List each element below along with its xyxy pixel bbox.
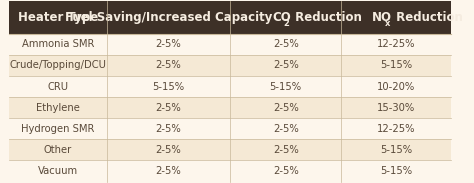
- Text: Reduction: Reduction: [291, 11, 362, 24]
- Bar: [9, 160, 451, 182]
- Text: 2-5%: 2-5%: [155, 39, 182, 49]
- Text: 2-5%: 2-5%: [155, 103, 182, 113]
- Text: 5-15%: 5-15%: [270, 82, 301, 92]
- Text: 10-20%: 10-20%: [377, 82, 415, 92]
- Text: 2-5%: 2-5%: [155, 124, 182, 134]
- Text: 2-5%: 2-5%: [273, 124, 299, 134]
- Text: 2-5%: 2-5%: [155, 145, 182, 155]
- Text: 2-5%: 2-5%: [273, 166, 299, 176]
- Text: Vacuum: Vacuum: [38, 166, 78, 176]
- Text: CRU: CRU: [47, 82, 69, 92]
- Bar: [9, 55, 451, 76]
- Bar: [9, 97, 451, 118]
- Text: 2: 2: [283, 18, 289, 27]
- Bar: [9, 34, 451, 55]
- Text: 2-5%: 2-5%: [273, 145, 299, 155]
- Text: NO: NO: [372, 11, 392, 24]
- Text: 5-15%: 5-15%: [380, 166, 412, 176]
- Text: 15-30%: 15-30%: [377, 103, 415, 113]
- Text: 2-5%: 2-5%: [273, 39, 299, 49]
- Text: Hydrogen SMR: Hydrogen SMR: [21, 124, 95, 134]
- Text: Reduction: Reduction: [392, 11, 463, 24]
- Bar: [9, 139, 451, 160]
- Text: Other: Other: [44, 145, 72, 155]
- Bar: [9, 118, 451, 139]
- Text: x: x: [385, 18, 391, 27]
- Text: CO: CO: [273, 11, 291, 24]
- Text: Ethylene: Ethylene: [36, 103, 80, 113]
- Text: 2-5%: 2-5%: [273, 61, 299, 70]
- Text: Heater Type: Heater Type: [18, 11, 98, 24]
- Text: 2-5%: 2-5%: [155, 61, 182, 70]
- Text: Ammonia SMR: Ammonia SMR: [22, 39, 94, 49]
- Text: 5-15%: 5-15%: [380, 61, 412, 70]
- Text: Fuel Saving/Increased Capacity: Fuel Saving/Increased Capacity: [65, 11, 272, 24]
- Text: 5-15%: 5-15%: [153, 82, 184, 92]
- Text: 2-5%: 2-5%: [273, 103, 299, 113]
- Text: 2-5%: 2-5%: [155, 166, 182, 176]
- Bar: [9, 76, 451, 97]
- Bar: [9, 1, 451, 34]
- Text: Crude/Topping/DCU: Crude/Topping/DCU: [9, 61, 107, 70]
- Text: 12-25%: 12-25%: [377, 39, 415, 49]
- Text: 12-25%: 12-25%: [377, 124, 415, 134]
- Text: 5-15%: 5-15%: [380, 145, 412, 155]
